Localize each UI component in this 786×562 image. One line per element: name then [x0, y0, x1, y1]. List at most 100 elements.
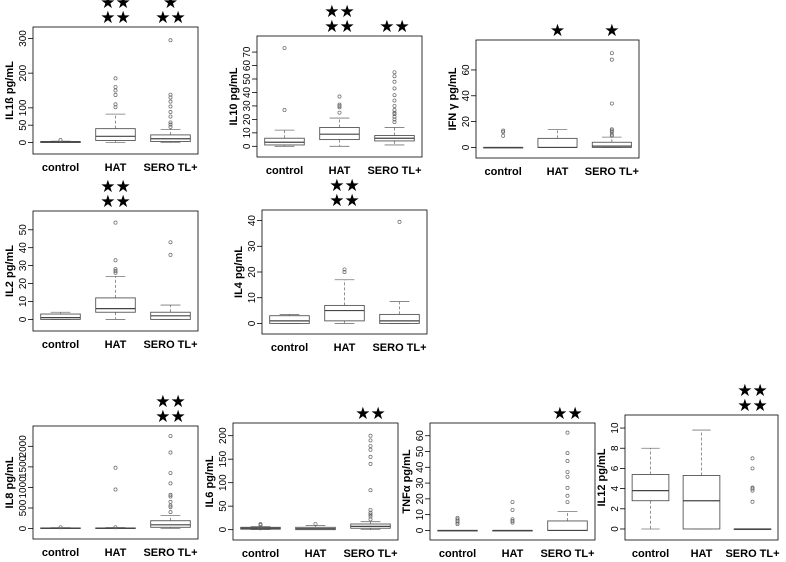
box [95, 297, 136, 313]
category-label: control [271, 342, 308, 354]
y-tick-label: 40 [461, 90, 472, 102]
outlier-point [750, 499, 755, 504]
outlier-point [565, 430, 570, 435]
significance-stars: ★ [163, 0, 178, 12]
category-label: control [42, 547, 79, 559]
significance-stars: ★★ [324, 17, 354, 36]
outlier-point [113, 270, 118, 275]
y-tick-label: 4 [610, 485, 621, 491]
outlier-point [113, 267, 118, 272]
y-tick-label: 10 [247, 292, 258, 304]
significance-stars: ★★ [324, 2, 354, 21]
outlier-point [368, 514, 373, 519]
outlier-point [368, 438, 373, 443]
category-label: SERO TL+ [143, 339, 197, 351]
outlier-point [368, 507, 373, 512]
category-label: HAT [691, 548, 713, 560]
outlier-point [337, 103, 342, 108]
category-label: SERO TL+ [725, 548, 779, 560]
category-label: control [485, 166, 522, 178]
y-tick-label: 0 [242, 143, 253, 149]
y-axis-title: IL4 pg/mL [233, 246, 245, 298]
plot-frame [32, 425, 199, 540]
significance-stars: ★★ [100, 8, 130, 27]
box [591, 141, 632, 148]
y-tick-label: 0 [18, 139, 29, 145]
box [547, 520, 588, 531]
y-tick-label: 20 [247, 266, 258, 278]
significance-stars: ★★ [737, 396, 767, 415]
outlier-point [168, 434, 173, 439]
y-tick-label: 10 [18, 295, 29, 307]
significance-stars: ★★ [552, 404, 582, 423]
significance-stars: ★★ [155, 407, 185, 426]
outlier-point [565, 470, 570, 474]
outlier-point [168, 124, 173, 129]
y-axis-title: IL8 pg/mL [4, 456, 16, 508]
y-tick-label: 20 [415, 493, 426, 505]
outlier-point [168, 503, 173, 508]
category-label: HAT [305, 548, 327, 560]
outlier-point [282, 108, 287, 112]
y-tick-label: 50 [18, 224, 29, 236]
y-axis-title: IL10 pg/mL [228, 67, 240, 125]
outlier-point [392, 117, 397, 122]
outlier-point [337, 110, 342, 115]
y-tick-label: 200 [218, 427, 229, 444]
plot-frame [32, 26, 199, 155]
y-tick-label: 30 [247, 240, 258, 252]
outlier-point [168, 492, 173, 497]
outlier-point [392, 103, 397, 108]
outlier-point [392, 110, 397, 115]
y-tick-label: 70 [242, 46, 253, 58]
category-label: SERO TL+ [143, 547, 197, 559]
outlier-point [337, 94, 342, 99]
category-label: SERO TL+ [585, 166, 639, 178]
box [379, 313, 420, 324]
y-tick-label: 20 [242, 113, 253, 125]
outlier-point [337, 105, 342, 110]
outlier-point [168, 92, 173, 97]
outlier-point [501, 129, 506, 134]
outlier-point [282, 46, 287, 50]
y-tick-label: 50 [415, 446, 426, 458]
outlier-point [113, 102, 118, 107]
category-label: control [439, 548, 476, 560]
outlier-point [565, 493, 570, 498]
y-axis-title: TNFα pg/mL [401, 449, 413, 513]
outlier-point [609, 133, 614, 138]
outlier-point [501, 128, 506, 133]
y-tick-label: 50 [18, 119, 29, 131]
box [40, 313, 81, 320]
outlier-point [510, 500, 515, 504]
y-tick-label: 20 [461, 116, 472, 128]
y-axis-title: IL1ß pg/mL [4, 61, 16, 120]
significance-stars: ★★ [737, 381, 767, 400]
y-tick-label: 2000 [18, 435, 29, 458]
outlier-point [58, 138, 63, 143]
outlier-point [168, 252, 173, 257]
y-tick-label: 100 [218, 474, 229, 491]
outlier-point [609, 101, 614, 106]
outlier-point [397, 219, 402, 224]
outlier-point [168, 120, 173, 125]
outlier-point [113, 220, 118, 225]
outlier-point [392, 120, 397, 125]
outlier-point [168, 110, 173, 114]
outlier-point [565, 459, 570, 463]
outlier-point [565, 451, 570, 456]
significance-stars: ★★ [155, 392, 185, 411]
y-tick-label: 40 [242, 86, 253, 98]
y-tick-label: 0 [247, 320, 258, 326]
outlier-point [750, 485, 755, 490]
outlier-point [565, 474, 570, 479]
y-tick-label: 40 [18, 242, 29, 254]
outlier-point [168, 104, 173, 109]
y-tick-label: 40 [247, 215, 258, 227]
outlier-point [168, 499, 173, 504]
outlier-point [510, 507, 515, 512]
outlier-point [609, 57, 614, 62]
outlier-point [113, 465, 118, 470]
y-tick-label: 30 [18, 260, 29, 272]
